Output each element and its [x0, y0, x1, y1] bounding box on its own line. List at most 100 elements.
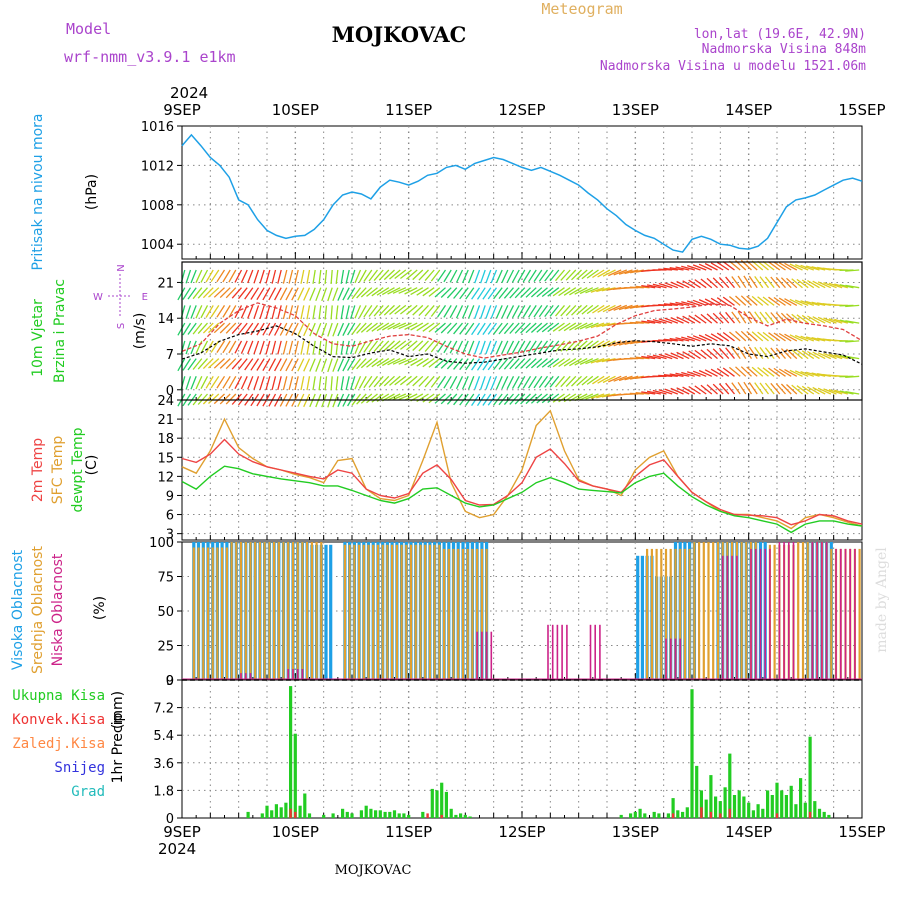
wind-barb — [735, 295, 747, 306]
wind-barb — [476, 358, 486, 371]
wind-barb — [378, 269, 390, 281]
convective-bar — [289, 808, 292, 818]
wind-barb — [282, 376, 288, 391]
bottom-date-label: 14SEP — [725, 823, 772, 841]
wind-barb — [381, 322, 395, 331]
wind-barb — [503, 322, 514, 335]
top-date-label: 15SEP — [838, 101, 885, 119]
wind-barb — [428, 393, 441, 404]
wind-barb — [509, 322, 520, 334]
wind-barb — [590, 393, 605, 400]
wind-barb — [759, 311, 770, 324]
cloud-mid-bar — [258, 542, 261, 680]
wind-barb — [315, 322, 322, 337]
wind-barb — [817, 352, 832, 360]
wind-barb — [522, 269, 532, 283]
y-tick-label: 18 — [157, 432, 174, 447]
wind-barb — [669, 267, 684, 271]
meteogram-label: Meteogram — [541, 0, 622, 18]
wind-barb — [686, 335, 701, 342]
wind-barb — [716, 368, 730, 377]
wind-barb — [187, 287, 197, 300]
wind-barb — [789, 334, 803, 342]
wind-barb — [303, 358, 311, 372]
wind-barb — [503, 393, 514, 406]
wind-barb — [381, 287, 395, 296]
wind-barb — [437, 375, 447, 389]
wind-barb — [780, 348, 792, 360]
wind-barb — [618, 269, 633, 275]
wind-barb — [740, 295, 752, 306]
precip-bar — [813, 801, 817, 818]
wind-barb — [294, 376, 299, 391]
wind-barb — [449, 340, 458, 354]
wind-barb — [271, 376, 277, 391]
wind-barb — [424, 340, 435, 352]
wind-barb — [474, 340, 481, 355]
precip-bar — [714, 796, 718, 818]
wind-barb — [845, 320, 860, 324]
y-tick-label: 21 — [157, 413, 174, 428]
cloud-low-bar — [731, 555, 733, 680]
wind-barb — [195, 305, 203, 319]
wind-barb — [789, 298, 803, 306]
wind-barb — [422, 322, 435, 332]
wind-barb — [796, 349, 809, 360]
wind-barb — [737, 311, 747, 324]
cloud-mid-bar — [447, 548, 450, 680]
wind-barb — [247, 305, 254, 319]
wind-barb — [476, 287, 486, 300]
wind-barb — [350, 269, 356, 284]
cloud-low-bar — [750, 548, 752, 680]
wind-barb — [387, 393, 401, 401]
cloud-mid-bar — [679, 548, 682, 680]
wind-barb — [318, 305, 322, 320]
wind-barb — [686, 264, 701, 271]
wind-barb — [828, 353, 843, 360]
wind-barb — [187, 322, 197, 335]
cloud-mid-bar — [310, 542, 313, 680]
wind-barb — [586, 304, 599, 315]
wind-barb — [291, 287, 299, 301]
wind-barb — [780, 312, 792, 324]
wind-barb — [706, 277, 718, 289]
wind-barb — [754, 311, 764, 324]
wind-barb — [443, 375, 452, 389]
cloud-high-bar — [324, 544, 328, 680]
wind-barb — [624, 375, 639, 381]
wind-barb — [768, 261, 781, 271]
cloud-mid-bar — [367, 544, 370, 680]
precip-bar — [775, 782, 779, 818]
wind-barb — [490, 305, 498, 319]
wind-barb — [780, 383, 792, 395]
compass-n: N — [116, 264, 127, 271]
wind-barb — [291, 358, 299, 372]
wind-barb — [368, 375, 379, 388]
wind-barb — [373, 375, 384, 388]
wind-barb — [590, 287, 605, 293]
wind-barb — [265, 376, 271, 390]
wind-barb — [347, 322, 356, 336]
precip-bar — [402, 813, 406, 818]
wind-barb — [692, 264, 707, 271]
wind-barb — [282, 340, 288, 355]
wind-barb — [845, 304, 860, 308]
wind-barb — [200, 269, 209, 283]
wind-barb — [192, 358, 203, 370]
wind-barb — [306, 376, 311, 391]
precip-bar — [695, 765, 699, 818]
wind-barb — [474, 269, 481, 284]
temp-axis-title: SFC Temp — [50, 436, 66, 505]
wind-barb — [482, 358, 492, 371]
wind-barb — [511, 340, 520, 354]
wind-barb — [376, 287, 390, 296]
wind-barb — [410, 287, 424, 296]
y-tick-label: 21 — [157, 276, 174, 291]
wind-barb — [737, 346, 747, 359]
wind-barb — [368, 305, 379, 317]
wind-barb — [210, 305, 220, 318]
cloud-low-bar — [825, 542, 828, 680]
cloud-low-bar — [589, 624, 592, 680]
wind-barb — [462, 376, 469, 390]
precip-bar — [784, 795, 788, 818]
